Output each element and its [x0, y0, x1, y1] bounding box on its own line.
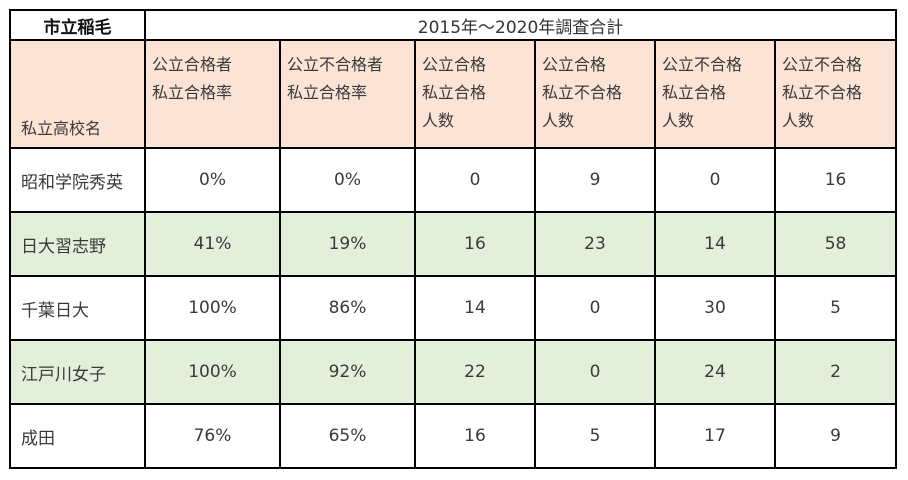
- results-table: 市立稲毛 2015年～2020年調査合計 私立高校名 公立合格者 私立合格率 公…: [9, 9, 898, 469]
- column-header: 公立不合格者 私立合格率: [279, 39, 416, 149]
- column-header: 公立合格 私立不合格 人数: [534, 39, 656, 149]
- value-cell: 24: [654, 339, 776, 405]
- header-line: 公立合格者: [152, 55, 233, 74]
- school-cell: 成田: [9, 403, 146, 469]
- value-cell: 76%: [144, 403, 281, 469]
- column-header: 公立不合格 私立不合格 人数: [773, 39, 898, 149]
- value-cell: 100%: [144, 339, 281, 405]
- header-line: 公立不合格: [662, 55, 743, 74]
- value-cell: 41%: [144, 211, 281, 277]
- header-line: 人数: [542, 111, 575, 130]
- value-cell: 100%: [144, 275, 281, 341]
- value-cell: 16: [414, 211, 536, 277]
- column-header: 公立合格 私立合格 人数: [414, 39, 536, 149]
- header-line: 公立合格: [422, 55, 487, 74]
- school-cell: 江戸川女子: [9, 339, 146, 405]
- value-cell: 58: [773, 211, 898, 277]
- table-row: 江戸川女子 100% 92% 22 0 24 2: [9, 339, 898, 405]
- value-cell: 19%: [279, 211, 416, 277]
- value-cell: 0%: [144, 147, 281, 213]
- column-header: 公立不合格 私立合格 人数: [654, 39, 776, 149]
- value-cell: 17: [654, 403, 776, 469]
- value-cell: 5: [534, 403, 656, 469]
- value-cell: 22: [414, 339, 536, 405]
- header-row: 私立高校名 公立合格者 私立合格率 公立不合格者 私立合格率 公立合格 私立合格…: [9, 39, 898, 149]
- value-cell: 5: [773, 275, 898, 341]
- title-row: 市立稲毛 2015年～2020年調査合計: [9, 9, 898, 41]
- period-title: 2015年～2020年調査合計: [143, 9, 898, 41]
- value-cell: 9: [534, 147, 656, 213]
- column-header: 公立合格者 私立合格率: [144, 39, 281, 149]
- value-cell: 0%: [279, 147, 416, 213]
- value-cell: 23: [534, 211, 656, 277]
- header-line: 人数: [662, 111, 695, 130]
- school-cell: 千葉日大: [9, 275, 146, 341]
- header-line: 人数: [782, 111, 815, 130]
- header-line: 人数: [422, 111, 455, 130]
- header-line: 公立不合格: [782, 55, 863, 74]
- value-cell: 65%: [279, 403, 416, 469]
- school-cell: 日大習志野: [9, 211, 146, 277]
- value-cell: 2: [773, 339, 898, 405]
- school-cell: 昭和学院秀英: [9, 147, 146, 213]
- header-line: 私立不合格: [542, 83, 623, 102]
- value-cell: 9: [773, 403, 898, 469]
- table-row: 千葉日大 100% 86% 14 0 30 5: [9, 275, 898, 341]
- header-line: 公立不合格者: [287, 55, 384, 74]
- school-name: 市立稲毛: [9, 9, 146, 41]
- name-column-header: 私立高校名: [9, 39, 146, 149]
- header-line: 私立合格: [422, 83, 487, 102]
- value-cell: 0: [414, 147, 536, 213]
- table-row: 成田 76% 65% 16 5 17 9: [9, 403, 898, 469]
- value-cell: 14: [654, 211, 776, 277]
- table-row: 日大習志野 41% 19% 16 23 14 58: [9, 211, 898, 277]
- value-cell: 0: [654, 147, 776, 213]
- header-line: 私立合格: [662, 83, 727, 102]
- value-cell: 30: [654, 275, 776, 341]
- value-cell: 86%: [279, 275, 416, 341]
- value-cell: 0: [534, 339, 656, 405]
- header-line: 私立合格率: [287, 83, 368, 102]
- value-cell: 14: [414, 275, 536, 341]
- value-cell: 0: [534, 275, 656, 341]
- value-cell: 92%: [279, 339, 416, 405]
- table-row: 昭和学院秀英 0% 0% 0 9 0 16: [9, 147, 898, 213]
- value-cell: 16: [414, 403, 536, 469]
- header-line: 私立不合格: [782, 83, 863, 102]
- header-line: 公立合格: [542, 55, 607, 74]
- header-line: 私立合格率: [152, 83, 233, 102]
- value-cell: 16: [773, 147, 898, 213]
